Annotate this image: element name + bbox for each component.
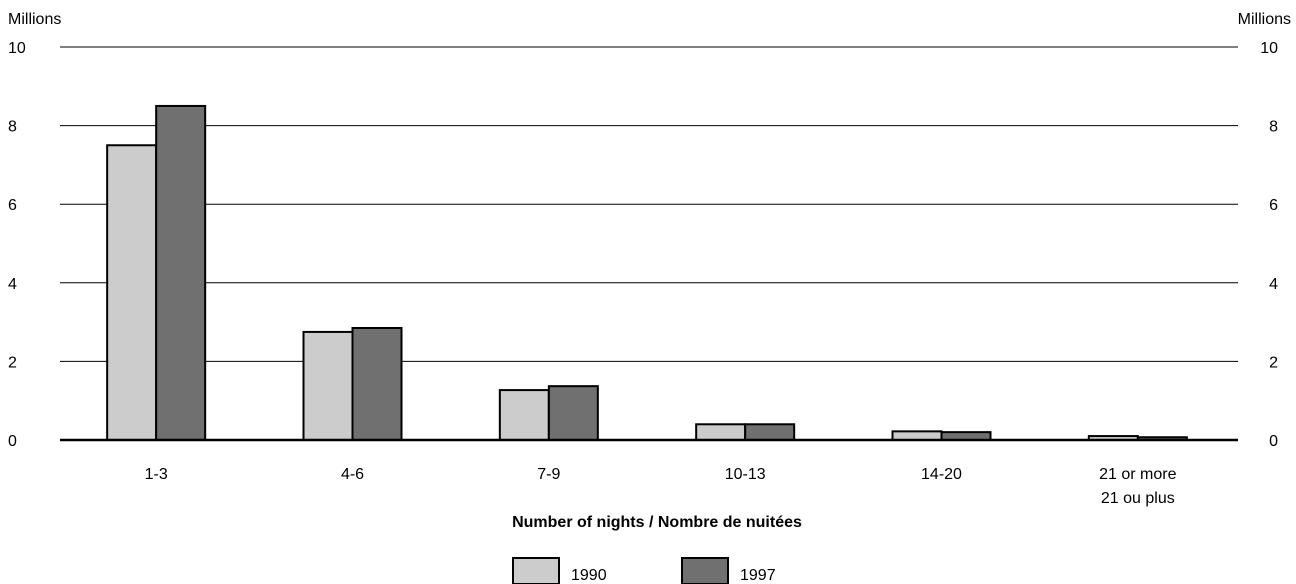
legend-swatch-1997 bbox=[681, 557, 729, 584]
bar-1997-1 bbox=[351, 326, 403, 441]
legend: 1990 1997 bbox=[512, 557, 776, 584]
bar-1997-0 bbox=[155, 104, 207, 441]
x-tick-label: 21 or more bbox=[1099, 466, 1176, 483]
x-tick-label: 21 ou plus bbox=[1101, 490, 1175, 507]
y-axis-left-label: Millions bbox=[8, 11, 61, 28]
y-tick-label-right: 6 bbox=[1269, 197, 1278, 214]
x-tick-label: 7-9 bbox=[537, 466, 560, 483]
y-tick-label-right: 10 bbox=[1260, 40, 1278, 57]
y-tick-label-left: 4 bbox=[8, 276, 17, 293]
bar-1990-1 bbox=[302, 330, 354, 441]
x-tick-label: 4-6 bbox=[341, 466, 364, 483]
gridlines bbox=[60, 46, 1238, 362]
bars bbox=[106, 104, 1188, 442]
bar-1990-2 bbox=[498, 389, 550, 441]
y-tick-label-left: 6 bbox=[8, 197, 17, 214]
y-tick-label-right: 0 bbox=[1269, 433, 1278, 450]
x-tick-label: 1-3 bbox=[145, 466, 168, 483]
y-axis-right-label: Millions bbox=[1238, 11, 1291, 28]
y-tick-label-left: 0 bbox=[8, 433, 17, 450]
legend-label-1997: 1997 bbox=[740, 567, 776, 584]
y-tick-label-right: 8 bbox=[1269, 119, 1278, 136]
y-tick-label-left: 8 bbox=[8, 119, 17, 136]
x-axis: 1-3 4-6 7-9 10-13 14-20 21 or more 21 ou plus bbox=[145, 466, 1177, 507]
bar-1997-2 bbox=[547, 385, 599, 441]
y-tick-label-right: 4 bbox=[1269, 276, 1278, 293]
y-tick-label-left: 10 bbox=[8, 40, 26, 57]
bar-1990-4 bbox=[891, 430, 943, 442]
x-tick-label: 14-20 bbox=[921, 466, 962, 483]
bar-1990-0 bbox=[106, 144, 158, 441]
x-tick-label: 10-13 bbox=[725, 466, 766, 483]
legend-swatch-1990 bbox=[512, 557, 560, 584]
legend-label-1990: 1990 bbox=[571, 567, 607, 584]
x-axis-title: Number of nights / Nombre de nuitées bbox=[512, 514, 802, 531]
bar-1997-3 bbox=[744, 423, 796, 441]
bar-1990-3 bbox=[695, 423, 747, 441]
y-axis-right: 0 2 4 6 8 10 bbox=[1260, 40, 1278, 450]
y-axis-left: 0 2 4 6 8 10 bbox=[8, 40, 26, 450]
y-tick-label-right: 2 bbox=[1269, 354, 1278, 371]
y-tick-label-left: 2 bbox=[8, 354, 17, 371]
